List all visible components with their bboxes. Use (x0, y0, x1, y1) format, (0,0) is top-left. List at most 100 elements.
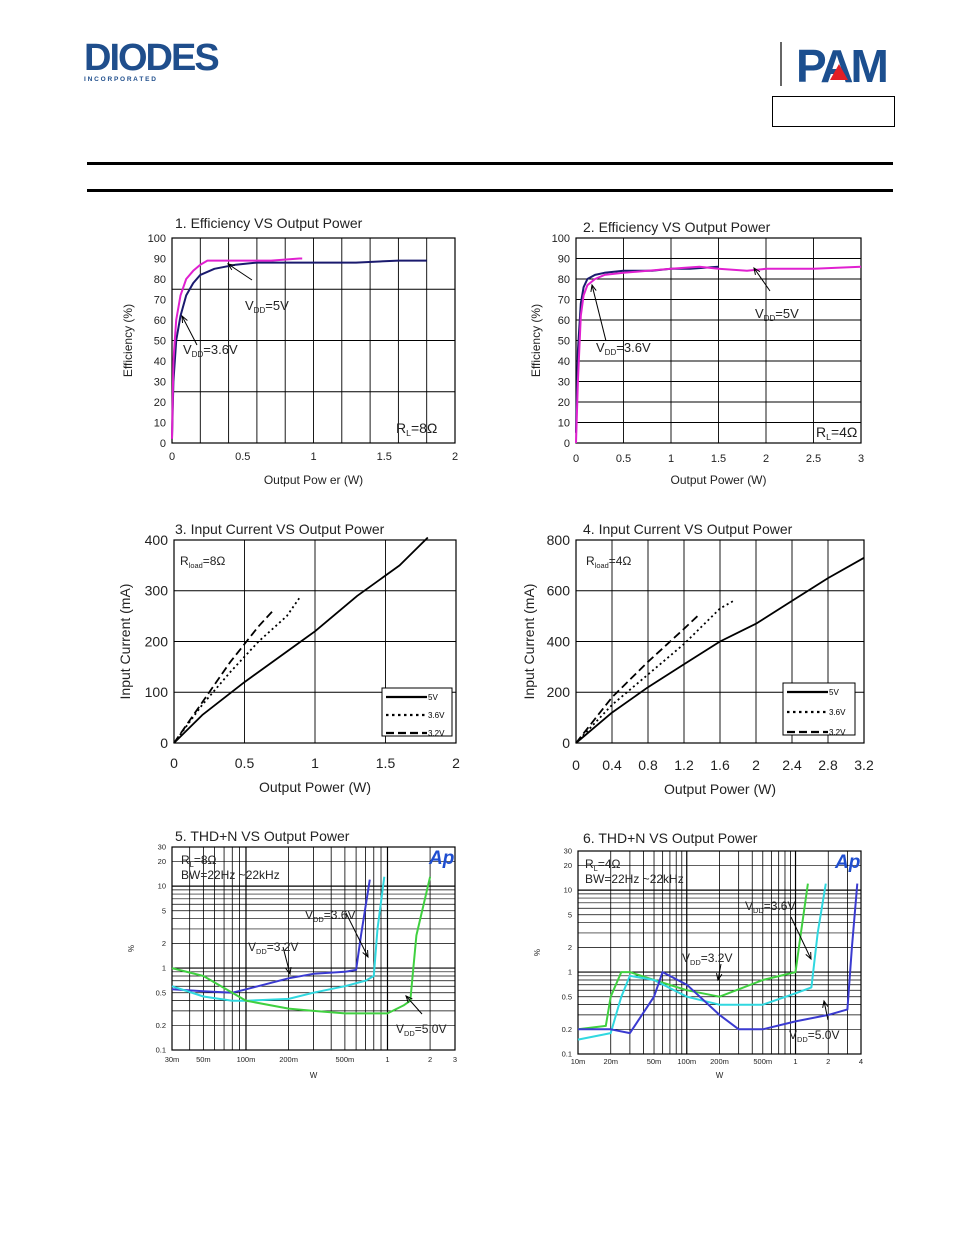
x-tick-label: 0.8 (638, 757, 658, 773)
y-tick-label: 90 (154, 253, 166, 265)
plot-frame (577, 850, 862, 1055)
series-line (575, 557, 865, 744)
annotation-label: Rload=4Ω (586, 554, 631, 570)
x-tick-label: 2.4 (782, 757, 802, 773)
y-tick-label: 20 (564, 861, 572, 870)
annotation-label: VDD=3.2V (248, 940, 298, 956)
y-tick-label: 1 (568, 968, 572, 977)
annotation-arrow (181, 315, 198, 346)
header-rule-top (87, 162, 893, 165)
annotation-label: VDD=5.0V (789, 1028, 839, 1044)
annotation-label: RL=4Ω (816, 424, 857, 442)
chart-grid (576, 238, 861, 443)
x-axis-label: W (310, 1071, 318, 1080)
chart-grid (172, 238, 455, 443)
x-tick-label: 0.4 (602, 757, 622, 773)
annotation-label: VDD=3.2V (682, 951, 732, 967)
x-tick-label: 2 (763, 453, 769, 465)
y-tick-label: 60 (154, 315, 166, 327)
y-tick-label: 10 (154, 417, 166, 429)
y-tick-label: 5 (162, 906, 166, 915)
x-tick-label: 1 (668, 453, 674, 465)
annotation-arrow (591, 284, 607, 342)
x-tick-label: 20m (603, 1057, 618, 1066)
y-tick-label: 40 (558, 356, 570, 368)
series-line (575, 600, 734, 744)
y-tick-label: 5 (568, 910, 572, 919)
ap-logo: Ap (834, 852, 860, 873)
x-tick-label: 2.8 (818, 757, 838, 773)
x-tick-label: 0 (573, 453, 579, 465)
x-tick-label: 0 (572, 757, 580, 773)
x-tick-label: 1 (385, 1055, 389, 1064)
diodes-logo: DIODES I N C O R P O R A T E D (84, 37, 259, 91)
y-tick-label: 20 (558, 397, 570, 409)
x-tick-label: 1.5 (376, 755, 396, 771)
x-tick-label: 4 (859, 1057, 863, 1066)
x-tick-label: 2 (452, 451, 458, 463)
chart-thd-8ohm: 5. THD+N VS Output Power 30m 50m 100m 200m 50… (110, 822, 470, 1092)
y-axis-label: Input Current (mA) (521, 584, 537, 700)
series-line (171, 876, 386, 1002)
annotation-arrowhead (590, 283, 597, 292)
x-tick-label: 1.6 (710, 757, 730, 773)
annotation-label: VDD=3.6V (596, 340, 651, 357)
series-line (171, 879, 371, 994)
y-tick-label: 20 (154, 397, 166, 409)
x-tick-label: 500m (753, 1057, 772, 1066)
x-tick-label: 0.5 (235, 451, 250, 463)
x-tick-label: 2 (452, 755, 460, 771)
annotation-label: RL=8Ω (181, 853, 216, 869)
series-line (173, 595, 302, 744)
series-line (575, 265, 862, 444)
y-tick-label: 1 (162, 964, 166, 973)
y-tick-label: 70 (154, 294, 166, 306)
chart-title: 2. Efficiency VS Output Power (583, 219, 771, 235)
y-tick-label: 30 (558, 376, 570, 388)
x-tick-label: 2.5 (806, 453, 821, 465)
y-tick-label: 400 (547, 633, 571, 649)
x-tick-label: 10m (571, 1057, 586, 1066)
pam-logo-red-triangle (830, 64, 848, 80)
annotation-arrowhead (226, 263, 235, 271)
y-tick-label: 600 (547, 583, 571, 599)
y-tick-label: 2 (568, 943, 572, 952)
legend-label: 3.6V (829, 708, 846, 717)
y-axis-label: Efficiency (%) (121, 304, 135, 377)
header-rule-bottom (87, 189, 893, 192)
annotation-label: BW=22Hz ~22kHz (585, 872, 684, 886)
x-tick-label: 1 (310, 451, 316, 463)
y-tick-label: 50 (154, 335, 166, 347)
x-tick-label: 1.5 (377, 451, 392, 463)
y-tick-label: 80 (154, 274, 166, 286)
chart-title: 6. THD+N VS Output Power (583, 830, 758, 846)
annotation-arrowhead (716, 973, 723, 982)
x-tick-label: 1.2 (674, 757, 694, 773)
chart-thd-4ohm: 6. THD+N VS Output Power 10m 20m 50m 100m 200… (518, 826, 878, 1096)
plot-frame (171, 237, 456, 444)
series-line (171, 259, 427, 439)
series-line (173, 536, 429, 744)
plot-frame (575, 237, 862, 444)
ap-logo: Ap (428, 848, 454, 869)
chart-title: 5. THD+N VS Output Power (175, 828, 350, 844)
y-axis-label: % (533, 949, 542, 956)
annotation-arrowhead (753, 266, 761, 275)
y-tick-label: 60 (558, 315, 570, 327)
y-tick-label: 0.5 (562, 992, 572, 1001)
y-tick-label: 30 (564, 847, 572, 856)
annotation-arrow (753, 267, 771, 292)
y-tick-label: 0 (160, 438, 166, 450)
series-line (578, 883, 859, 1035)
y-tick-label: 800 (547, 532, 571, 548)
x-tick-label: 3 (858, 453, 864, 465)
y-tick-label: 10 (564, 886, 572, 895)
x-axis-label: Output Pow er (W) (264, 473, 363, 487)
annotation-arrow (790, 916, 812, 960)
annotation-arrowhead (822, 999, 829, 1008)
y-tick-label: 80 (558, 274, 570, 286)
annotation-label: VDD=3.6V (305, 908, 355, 924)
annotation-arrow (717, 963, 722, 981)
chart-title: 4. Input Current VS Output Power (583, 521, 793, 537)
x-tick-label: 0 (169, 451, 175, 463)
